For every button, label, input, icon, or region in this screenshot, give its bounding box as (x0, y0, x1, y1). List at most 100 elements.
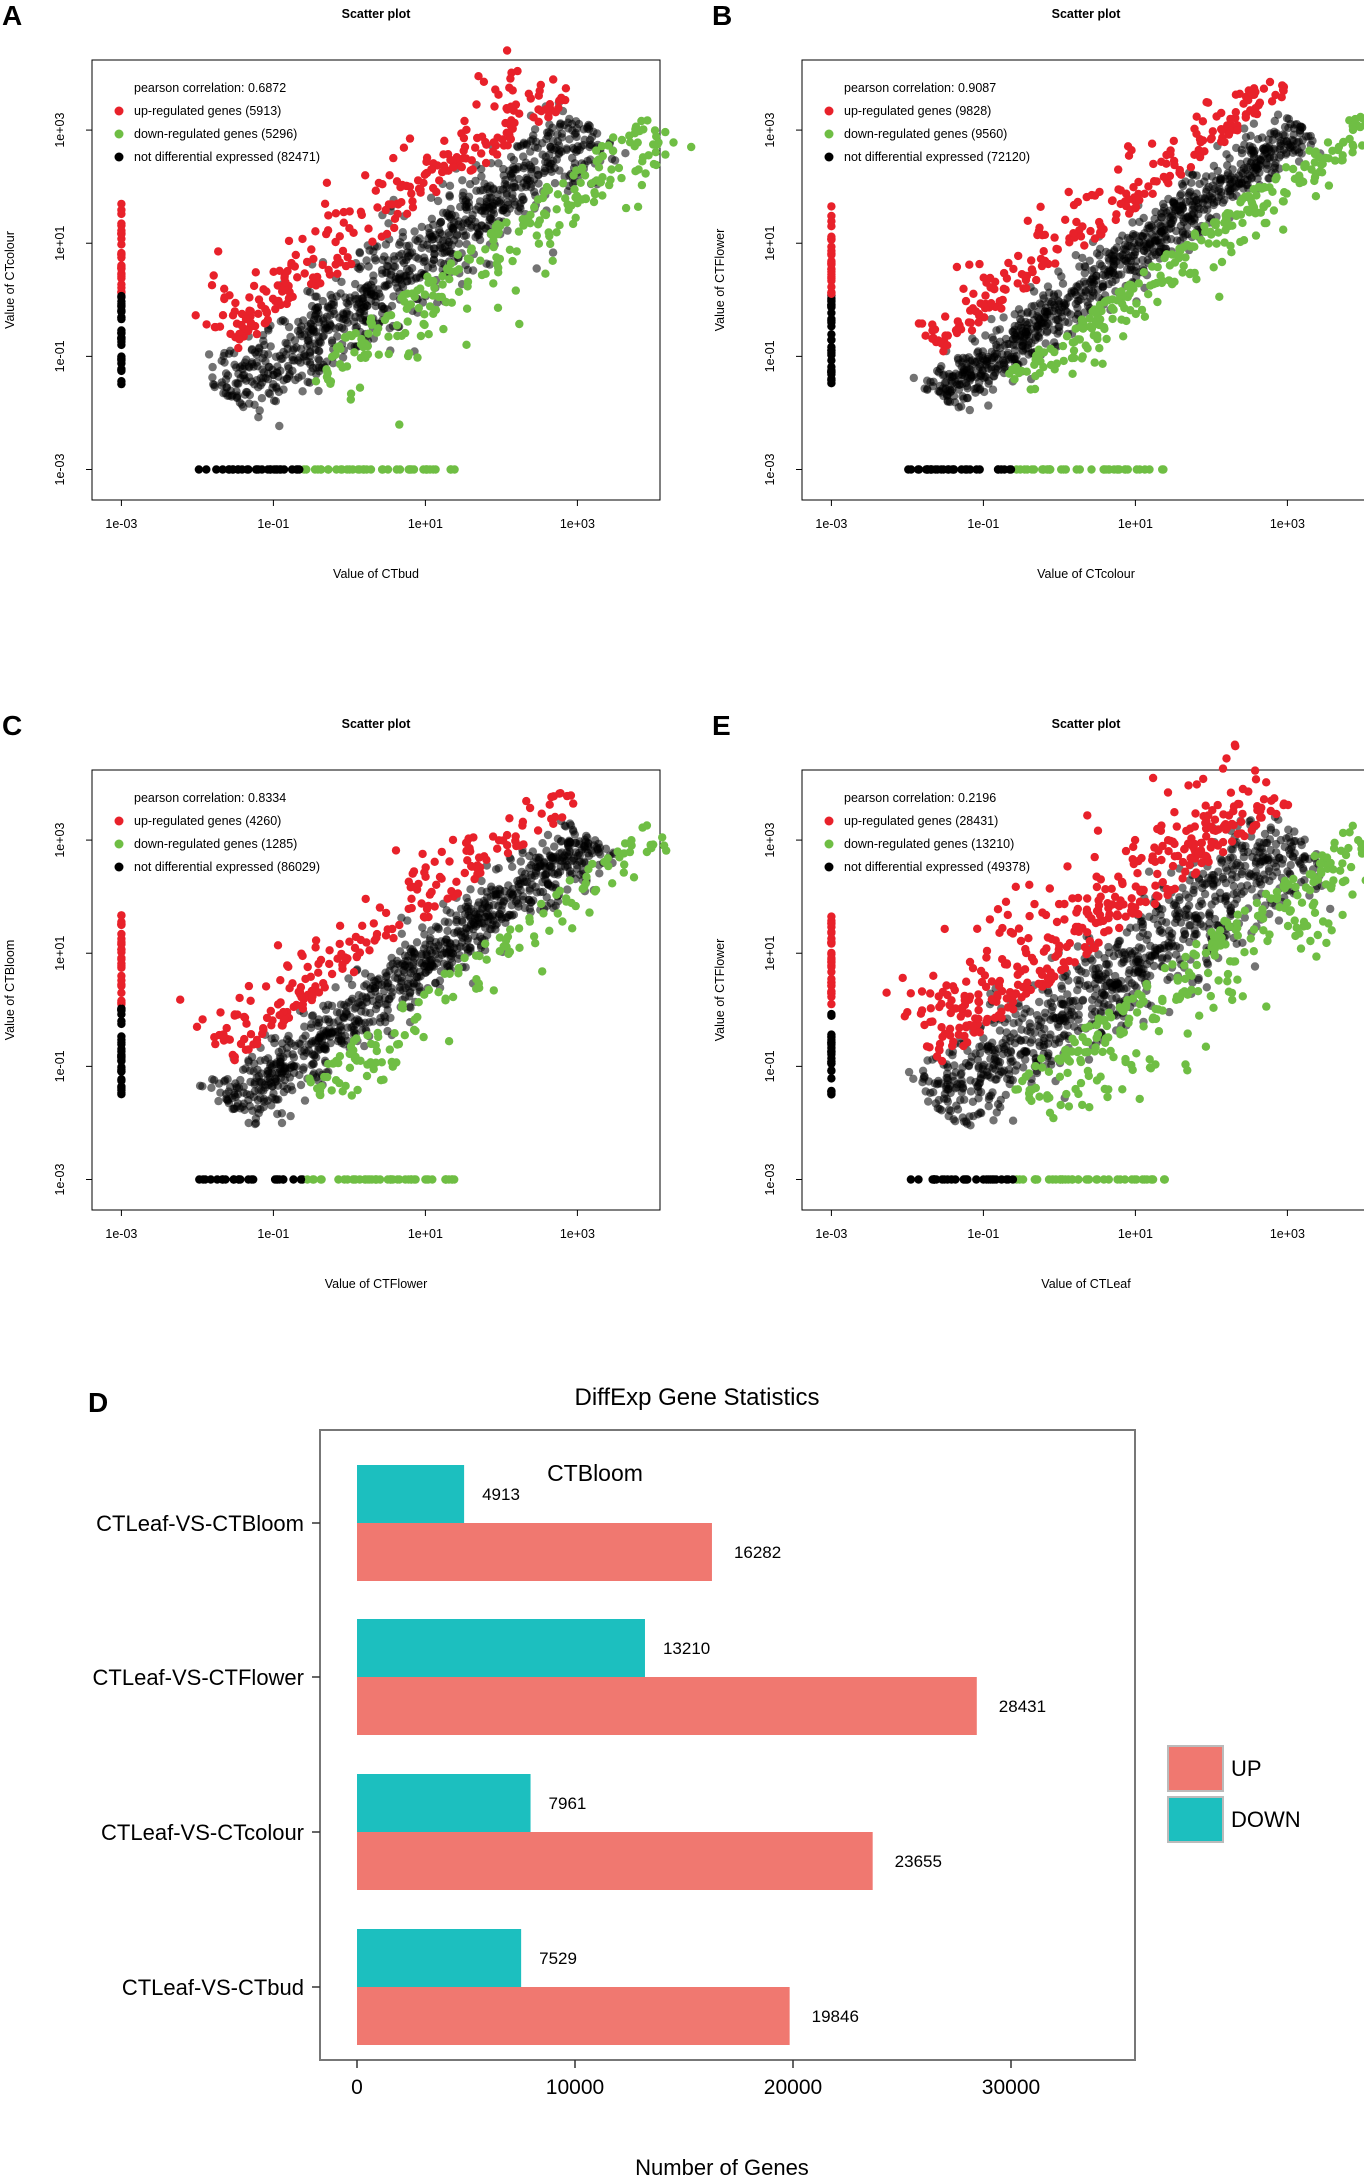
x-tick-label: 1e+01 (1118, 517, 1153, 531)
not-differential-point (1300, 835, 1309, 844)
not-differential-point (1074, 296, 1083, 305)
down-regulated-point (1227, 248, 1236, 257)
down-regulated-point (362, 1071, 372, 1081)
not-differential-point (258, 331, 268, 340)
up-regulated-point (1116, 186, 1125, 195)
down-regulated-point (481, 269, 490, 278)
not-differential-point (338, 353, 348, 362)
up-regulated-point (978, 300, 988, 309)
not-differential-point (1280, 122, 1290, 132)
up-regulated-point (1176, 170, 1186, 179)
axis-point (117, 996, 126, 1005)
scatter-panels: A Scatter plot1e-031e-031e-011e-011e+011e… (2, 0, 1364, 1291)
down-regulated-point (441, 996, 450, 1005)
down-regulated-point (1069, 346, 1079, 355)
up-regulated-point (1050, 233, 1059, 242)
not-differential-point (344, 300, 353, 309)
down-regulated-point (481, 939, 490, 948)
not-differential-point (374, 974, 384, 983)
scatter-title: Scatter plot (1052, 7, 1122, 21)
down-regulated-point (545, 231, 554, 241)
not-differential-point (298, 387, 307, 396)
up-regulated-point (369, 919, 378, 928)
not-differential-point (271, 1074, 280, 1083)
up-regulated-point (551, 108, 560, 117)
not-differential-point (389, 292, 398, 301)
not-differential-point (434, 924, 443, 934)
axis-point (117, 354, 126, 363)
y-tick-label: 1e-03 (53, 1163, 67, 1195)
up-regulated-point (1129, 183, 1138, 192)
not-differential-point (275, 421, 284, 431)
axis-point (1038, 465, 1047, 474)
not-differential-point (477, 172, 486, 181)
up-regulated-point (390, 223, 399, 233)
down-regulated-point (1310, 173, 1320, 182)
not-differential-point (1228, 177, 1237, 187)
down-regulated-point (492, 222, 501, 232)
not-differential-point (221, 369, 231, 378)
not-differential-point (397, 929, 406, 938)
not-differential-point (1047, 297, 1056, 307)
not-differential-point (288, 1050, 297, 1059)
up-regulated-point (407, 189, 416, 198)
up-regulated-point (333, 954, 342, 963)
not-differential-point (1210, 184, 1219, 194)
up-regulated-point (1086, 226, 1095, 236)
not-differential-point (300, 1096, 310, 1105)
up-regulated-point (216, 1008, 225, 1017)
down-regulated-point (506, 925, 515, 934)
down-regulated-point (460, 953, 469, 963)
up-regulated-point (459, 133, 469, 143)
not-differential-point (1106, 266, 1116, 276)
down-regulated-point (584, 865, 593, 874)
not-differential-point (461, 943, 470, 952)
not-differential-point (943, 1097, 952, 1106)
down-regulated-point (1282, 189, 1291, 198)
not-differential-point (966, 1087, 976, 1096)
not-differential-point (252, 358, 261, 367)
down-regulated-point (639, 125, 648, 134)
up-regulated-point (971, 307, 981, 316)
y-tick-label: 1e+03 (53, 112, 67, 147)
axis-point (827, 348, 836, 358)
up-regulated-point (251, 268, 260, 277)
not-differential-point (435, 976, 445, 985)
axis-point (117, 1075, 126, 1084)
up-regulated-point (254, 309, 263, 318)
x-tick-label: 1e+01 (408, 517, 443, 531)
not-differential-point (356, 262, 366, 271)
down-regulated-point (1192, 275, 1201, 284)
not-differential-point (1168, 216, 1178, 225)
legend-marker-not-diff (114, 862, 124, 872)
up-regulated-point (235, 993, 244, 1003)
not-differential-point (993, 365, 1002, 374)
down-regulated-point (576, 165, 586, 174)
up-regulated-point (469, 833, 478, 842)
down-regulated-point (481, 245, 490, 254)
not-differential-point (374, 289, 384, 298)
legend-correlation: pearson correlation: 0.6872 (134, 81, 286, 95)
down-regulated-point (1237, 195, 1246, 205)
up-regulated-point (473, 133, 482, 143)
not-differential-point (299, 1065, 308, 1074)
not-differential-point (264, 350, 273, 359)
not-differential-point (566, 838, 575, 847)
scatter-legend: pearson correlation: 0.8334up-regulated … (114, 791, 320, 874)
up-regulated-point (325, 959, 334, 969)
not-differential-point (436, 258, 446, 268)
down-regulated-point (374, 350, 383, 359)
not-differential-point (522, 180, 531, 190)
down-regulated-point (453, 250, 462, 259)
legend-label-not-diff: not differential expressed (82471) (134, 150, 320, 164)
not-differential-point (958, 392, 967, 401)
not-differential-point (1276, 151, 1285, 160)
not-differential-point (503, 913, 512, 922)
not-differential-point (457, 222, 466, 231)
up-regulated-point (562, 791, 572, 801)
not-differential-point (299, 1051, 308, 1061)
not-differential-point (1207, 193, 1216, 202)
down-regulated-point (1295, 171, 1304, 180)
not-differential-point (1063, 308, 1072, 317)
up-regulated-point (427, 165, 437, 174)
